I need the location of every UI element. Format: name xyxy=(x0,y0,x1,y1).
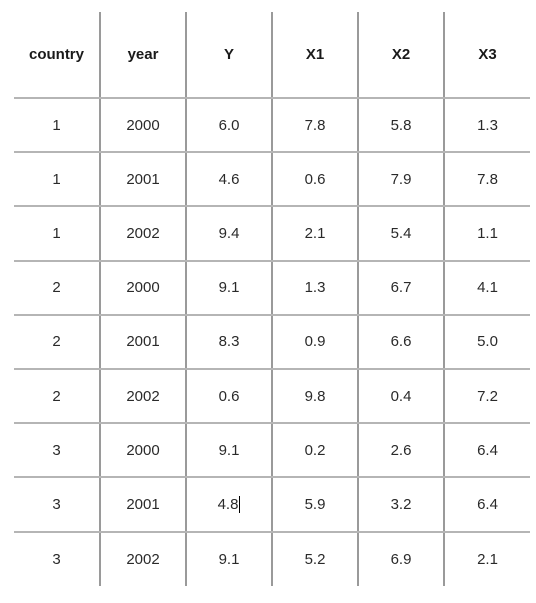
cell-x2[interactable]: 5.8 xyxy=(357,98,444,154)
cell-country[interactable]: 1 xyxy=(14,98,100,154)
table-row: 1 2001 4.6 0.6 7.9 7.8 xyxy=(14,152,530,208)
data-table-container: country year Y X1 X2 X3 1 2000 6.0 7.8 5… xyxy=(14,12,530,588)
cell-x1[interactable]: 0.2 xyxy=(271,423,358,479)
cell-x3[interactable]: 6.4 xyxy=(443,477,530,533)
table-row: 2 2001 8.3 0.9 6.6 5.0 xyxy=(14,314,530,370)
cell-x2[interactable]: 3.2 xyxy=(357,477,444,533)
cell-x2[interactable]: 6.7 xyxy=(357,260,444,316)
column-header-x3: X3 xyxy=(443,12,530,99)
table-row: 3 2002 9.1 5.2 6.9 2.1 xyxy=(14,531,530,586)
cell-x3[interactable]: 1.3 xyxy=(443,98,530,154)
column-header-country: country xyxy=(14,12,100,99)
cell-y[interactable]: 6.0 xyxy=(185,98,272,154)
cell-year[interactable]: 2000 xyxy=(99,98,186,154)
table-row: 2 2002 0.6 9.8 0.4 7.2 xyxy=(14,368,530,425)
cell-year[interactable]: 2002 xyxy=(99,368,186,425)
cell-x1[interactable]: 0.6 xyxy=(271,152,358,208)
cell-year[interactable]: 2000 xyxy=(99,423,186,479)
cell-country[interactable]: 2 xyxy=(14,314,100,370)
cell-x3[interactable]: 2.1 xyxy=(443,531,530,586)
cell-x2[interactable]: 0.4 xyxy=(357,368,444,425)
cell-country[interactable]: 1 xyxy=(14,206,100,262)
cell-country[interactable]: 3 xyxy=(52,550,61,568)
cell-x1[interactable]: 5.2 xyxy=(271,531,358,586)
cell-y-editing[interactable]: 4.8 xyxy=(185,477,272,533)
cell-year[interactable]: 2002 xyxy=(99,531,186,586)
cell-x3[interactable]: 4.1 xyxy=(443,260,530,316)
column-header-x2: X2 xyxy=(357,12,444,99)
cell-x2[interactable]: 6.9 xyxy=(357,531,444,586)
table-row: 1 2000 6.0 7.8 5.8 1.3 xyxy=(14,98,530,154)
cell-y-value: 4.8 xyxy=(217,495,239,513)
cell-country[interactable]: 2 xyxy=(14,260,100,316)
cell-country[interactable]: 1 xyxy=(14,152,100,208)
cell-x2[interactable]: 5.4 xyxy=(357,206,444,262)
cell-x3[interactable]: 6.4 xyxy=(443,423,530,479)
cell-x2[interactable]: 6.6 xyxy=(357,314,444,370)
cell-y[interactable]: 9.1 xyxy=(185,260,272,316)
cell-x1[interactable]: 1.3 xyxy=(271,260,358,316)
cell-x2[interactable]: 7.9 xyxy=(357,152,444,208)
cell-x3[interactable]: 7.2 xyxy=(443,368,530,425)
column-header-y: Y xyxy=(185,12,272,99)
header-row: country year Y X1 X2 X3 xyxy=(14,12,530,99)
cell-x3[interactable]: 5.0 xyxy=(443,314,530,370)
cell-x3[interactable]: 7.8 xyxy=(443,152,530,208)
cell-x3[interactable]: 1.1 xyxy=(443,206,530,262)
cell-x1[interactable]: 0.9 xyxy=(271,314,358,370)
cell-x1[interactable]: 9.8 xyxy=(271,368,358,425)
cell-year[interactable]: 2001 xyxy=(99,152,186,208)
cell-y[interactable]: 8.3 xyxy=(185,314,272,370)
cell-x1[interactable]: 7.8 xyxy=(271,98,358,154)
cell-year[interactable]: 2000 xyxy=(99,260,186,316)
cell-country[interactable]: 3 xyxy=(14,423,100,479)
table-row: 3 2000 9.1 0.2 2.6 6.4 xyxy=(14,423,530,479)
cell-y[interactable]: 9.1 xyxy=(185,423,272,479)
data-table: country year Y X1 X2 X3 1 2000 6.0 7.8 5… xyxy=(14,12,530,586)
table-row: 3 2001 4.8 5.9 3.2 6.4 xyxy=(14,477,530,533)
cell-y[interactable]: 9.4 xyxy=(185,206,272,262)
column-header-year: year xyxy=(99,12,186,99)
cell-country[interactable]: 3 xyxy=(14,477,100,533)
table-row: 1 2002 9.4 2.1 5.4 1.1 xyxy=(14,206,530,262)
cell-y[interactable]: 0.6 xyxy=(185,368,272,425)
cell-x2[interactable]: 2.6 xyxy=(357,423,444,479)
column-header-x1: X1 xyxy=(271,12,358,99)
cell-year[interactable]: 2001 xyxy=(99,477,186,533)
text-cursor xyxy=(239,496,241,514)
cell-y[interactable]: 4.6 xyxy=(185,152,272,208)
cell-year[interactable]: 2002 xyxy=(99,206,186,262)
cell-country[interactable]: 2 xyxy=(14,368,100,425)
cell-x1[interactable]: 5.9 xyxy=(271,477,358,533)
cell-y[interactable]: 9.1 xyxy=(185,531,272,586)
cell-year[interactable]: 2001 xyxy=(99,314,186,370)
table-row: 2 2000 9.1 1.3 6.7 4.1 xyxy=(14,260,530,316)
cell-x1[interactable]: 2.1 xyxy=(271,206,358,262)
